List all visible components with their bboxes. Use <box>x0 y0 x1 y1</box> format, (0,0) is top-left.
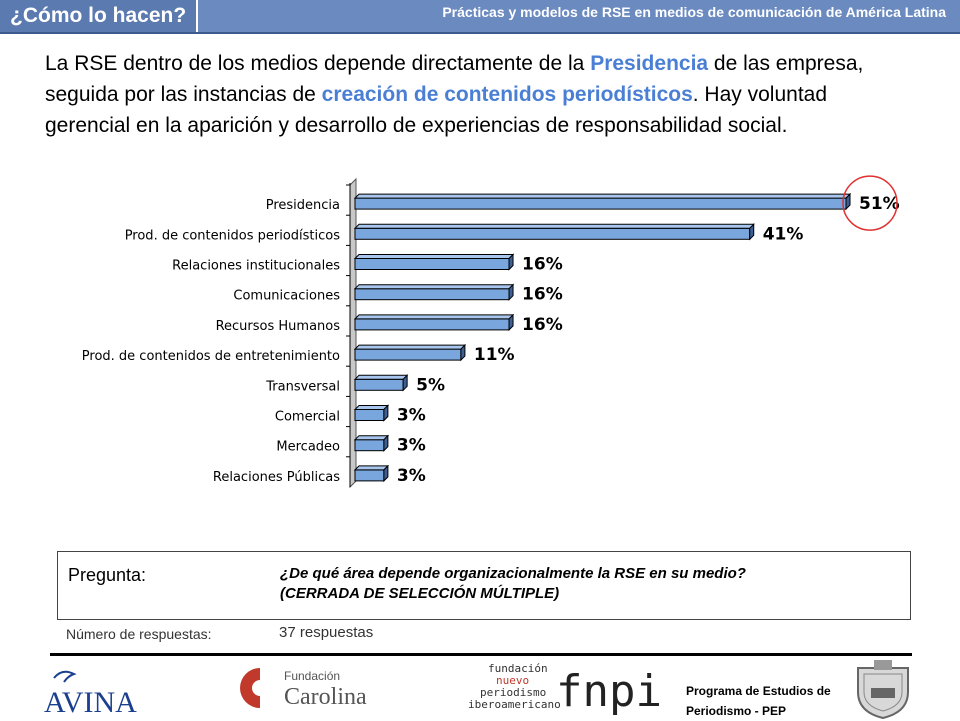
responses-label: Número de respuestas: <box>66 626 212 642</box>
fnpi-logo: fundación nuevo periodismo iberoamerican… <box>468 662 662 717</box>
fnpi-word-1: fundación <box>488 662 548 675</box>
bar-8 <box>353 404 390 422</box>
bar-9 <box>353 434 390 452</box>
data-label: 11% <box>474 345 515 365</box>
intro-text-1: La RSE dentro de los medios depende dire… <box>45 52 591 75</box>
data-label: 16% <box>522 255 563 275</box>
fnpi-word-3: periodismo <box>480 686 546 699</box>
intro-paragraph: La RSE dentro de los medios depende dire… <box>45 48 905 141</box>
pep-credit: Programa de Estudios de Periodismo - PEP <box>686 681 831 721</box>
question-text: ¿De qué área depende organizacionalmente… <box>280 564 746 604</box>
bar-6 <box>353 343 467 362</box>
y-tick-label: Comercial <box>275 410 340 425</box>
data-label: 16% <box>522 315 563 335</box>
question-box: Pregunta: ¿De qué área depende organizac… <box>57 551 911 620</box>
y-tick-label: Prod. de contenidos de entretenimiento <box>82 349 340 364</box>
avina-wordmark: AVINA <box>44 686 137 719</box>
y-tick-label: Transversal <box>265 379 340 394</box>
y-tick-label: Presidencia <box>266 198 340 213</box>
pep-line-1: Programa de Estudios de <box>686 684 831 698</box>
question-line-2: (CERRADA DE SELECCIÓN MÚLTIPLE) <box>280 585 560 602</box>
intro-text-3: . Hay voluntad gerencial en la aparición… <box>45 83 828 137</box>
data-label: 51% <box>859 194 900 214</box>
intro-highlight-presidencia: Presidencia <box>590 52 709 75</box>
fnpi-wordmark: fnpi <box>556 666 662 717</box>
fnpi-word-2: nuevo <box>496 674 529 687</box>
presentation-subtitle: Prácticas y modelos de RSE en medios de … <box>198 0 960 32</box>
question-line-1: ¿De qué área depende organizacionalmente… <box>280 565 746 582</box>
footer-divider <box>50 653 912 656</box>
carolina-c-icon <box>240 668 260 708</box>
carolina-big-text: Carolina <box>284 684 367 710</box>
y-tick-label: Comunicaciones <box>233 289 340 304</box>
data-label: 3% <box>397 406 426 426</box>
bar-3 <box>353 253 515 271</box>
bar-5 <box>353 313 515 332</box>
university-crest-logo <box>857 660 909 720</box>
y-tick-label: Relaciones institucionales <box>172 259 340 274</box>
bar-2 <box>353 223 755 241</box>
data-label: 5% <box>416 375 445 395</box>
question-label: Pregunta: <box>68 565 147 585</box>
fundacion-carolina-logo: Fundación Carolina <box>240 668 367 710</box>
carolina-small-text: Fundación <box>284 669 340 683</box>
avina-logo: AVINA <box>44 670 137 719</box>
y-tick-label: Mercadeo <box>276 440 340 455</box>
data-label: 41% <box>763 224 804 244</box>
bar-10 <box>353 464 390 483</box>
responses-value: 37 respuestas <box>279 624 374 641</box>
y-tick-label: Prod. de contenidos periodísticos <box>125 228 341 243</box>
highlight-circle <box>842 175 898 231</box>
y-tick-label: Relaciones Públicas <box>213 470 340 485</box>
data-label: 3% <box>397 436 426 456</box>
header-divider <box>0 32 960 34</box>
bar-chart: Presidencia 51% Prod. de contenidos period… <box>82 175 900 489</box>
data-label: 16% <box>522 285 563 305</box>
bar-4 <box>353 283 515 301</box>
intro-text-2: de las empresa, seguida por las instanci… <box>45 52 864 106</box>
bar-1 <box>353 192 852 211</box>
intro-highlight-contenidos: creación de contenidos periodísticos <box>321 83 693 106</box>
fnpi-word-4: iberoamericano <box>468 698 561 711</box>
pep-line-2: Periodismo - PEP <box>686 704 787 718</box>
section-title: ¿Cómo lo hacen? <box>0 0 196 32</box>
data-label: 3% <box>397 466 426 486</box>
bar-7 <box>353 374 409 392</box>
y-tick-label: Recursos Humanos <box>216 319 341 334</box>
